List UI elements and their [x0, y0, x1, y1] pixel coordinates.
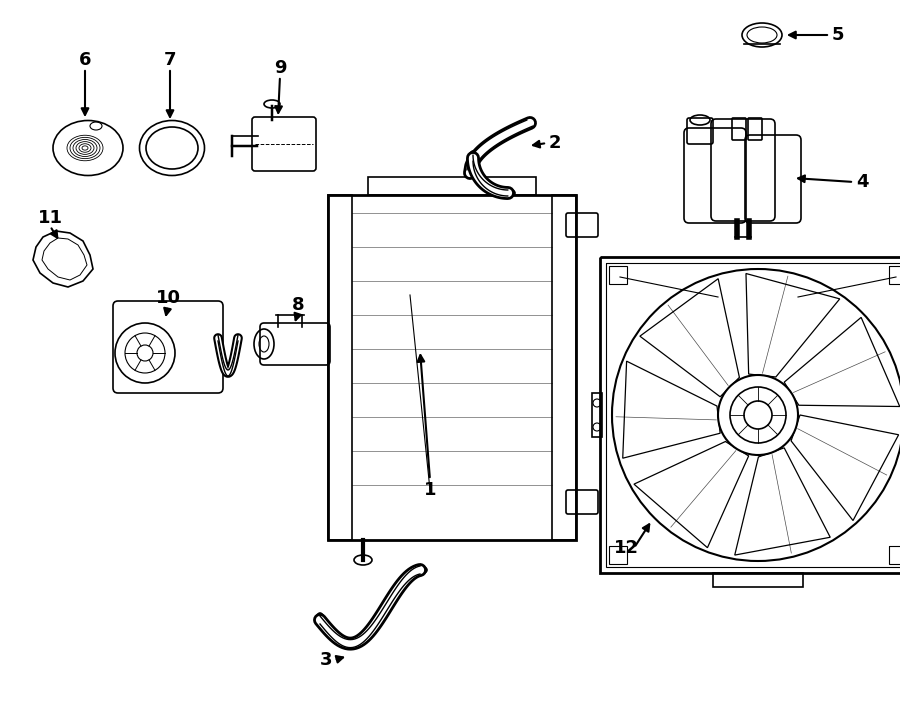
Bar — [600, 257, 900, 573]
Bar — [609, 546, 627, 564]
Bar — [713, 573, 803, 587]
Bar — [328, 195, 576, 540]
Bar — [889, 266, 900, 284]
Text: 7: 7 — [164, 51, 176, 69]
Bar — [609, 266, 627, 284]
Text: 10: 10 — [156, 289, 181, 307]
Text: 9: 9 — [274, 59, 286, 77]
Bar — [368, 177, 536, 195]
Circle shape — [718, 375, 798, 455]
Text: 1: 1 — [424, 481, 436, 499]
Text: 4: 4 — [856, 173, 868, 191]
Bar — [606, 263, 900, 567]
Bar — [889, 546, 900, 564]
Text: 8: 8 — [292, 296, 304, 314]
Bar — [328, 195, 352, 540]
Text: 2: 2 — [549, 134, 562, 152]
Text: 6: 6 — [79, 51, 91, 69]
Text: 5: 5 — [832, 26, 844, 44]
Text: 11: 11 — [38, 209, 62, 227]
Bar — [592, 393, 602, 437]
Bar — [552, 195, 576, 540]
Text: 3: 3 — [320, 651, 332, 669]
Text: 12: 12 — [614, 539, 638, 557]
